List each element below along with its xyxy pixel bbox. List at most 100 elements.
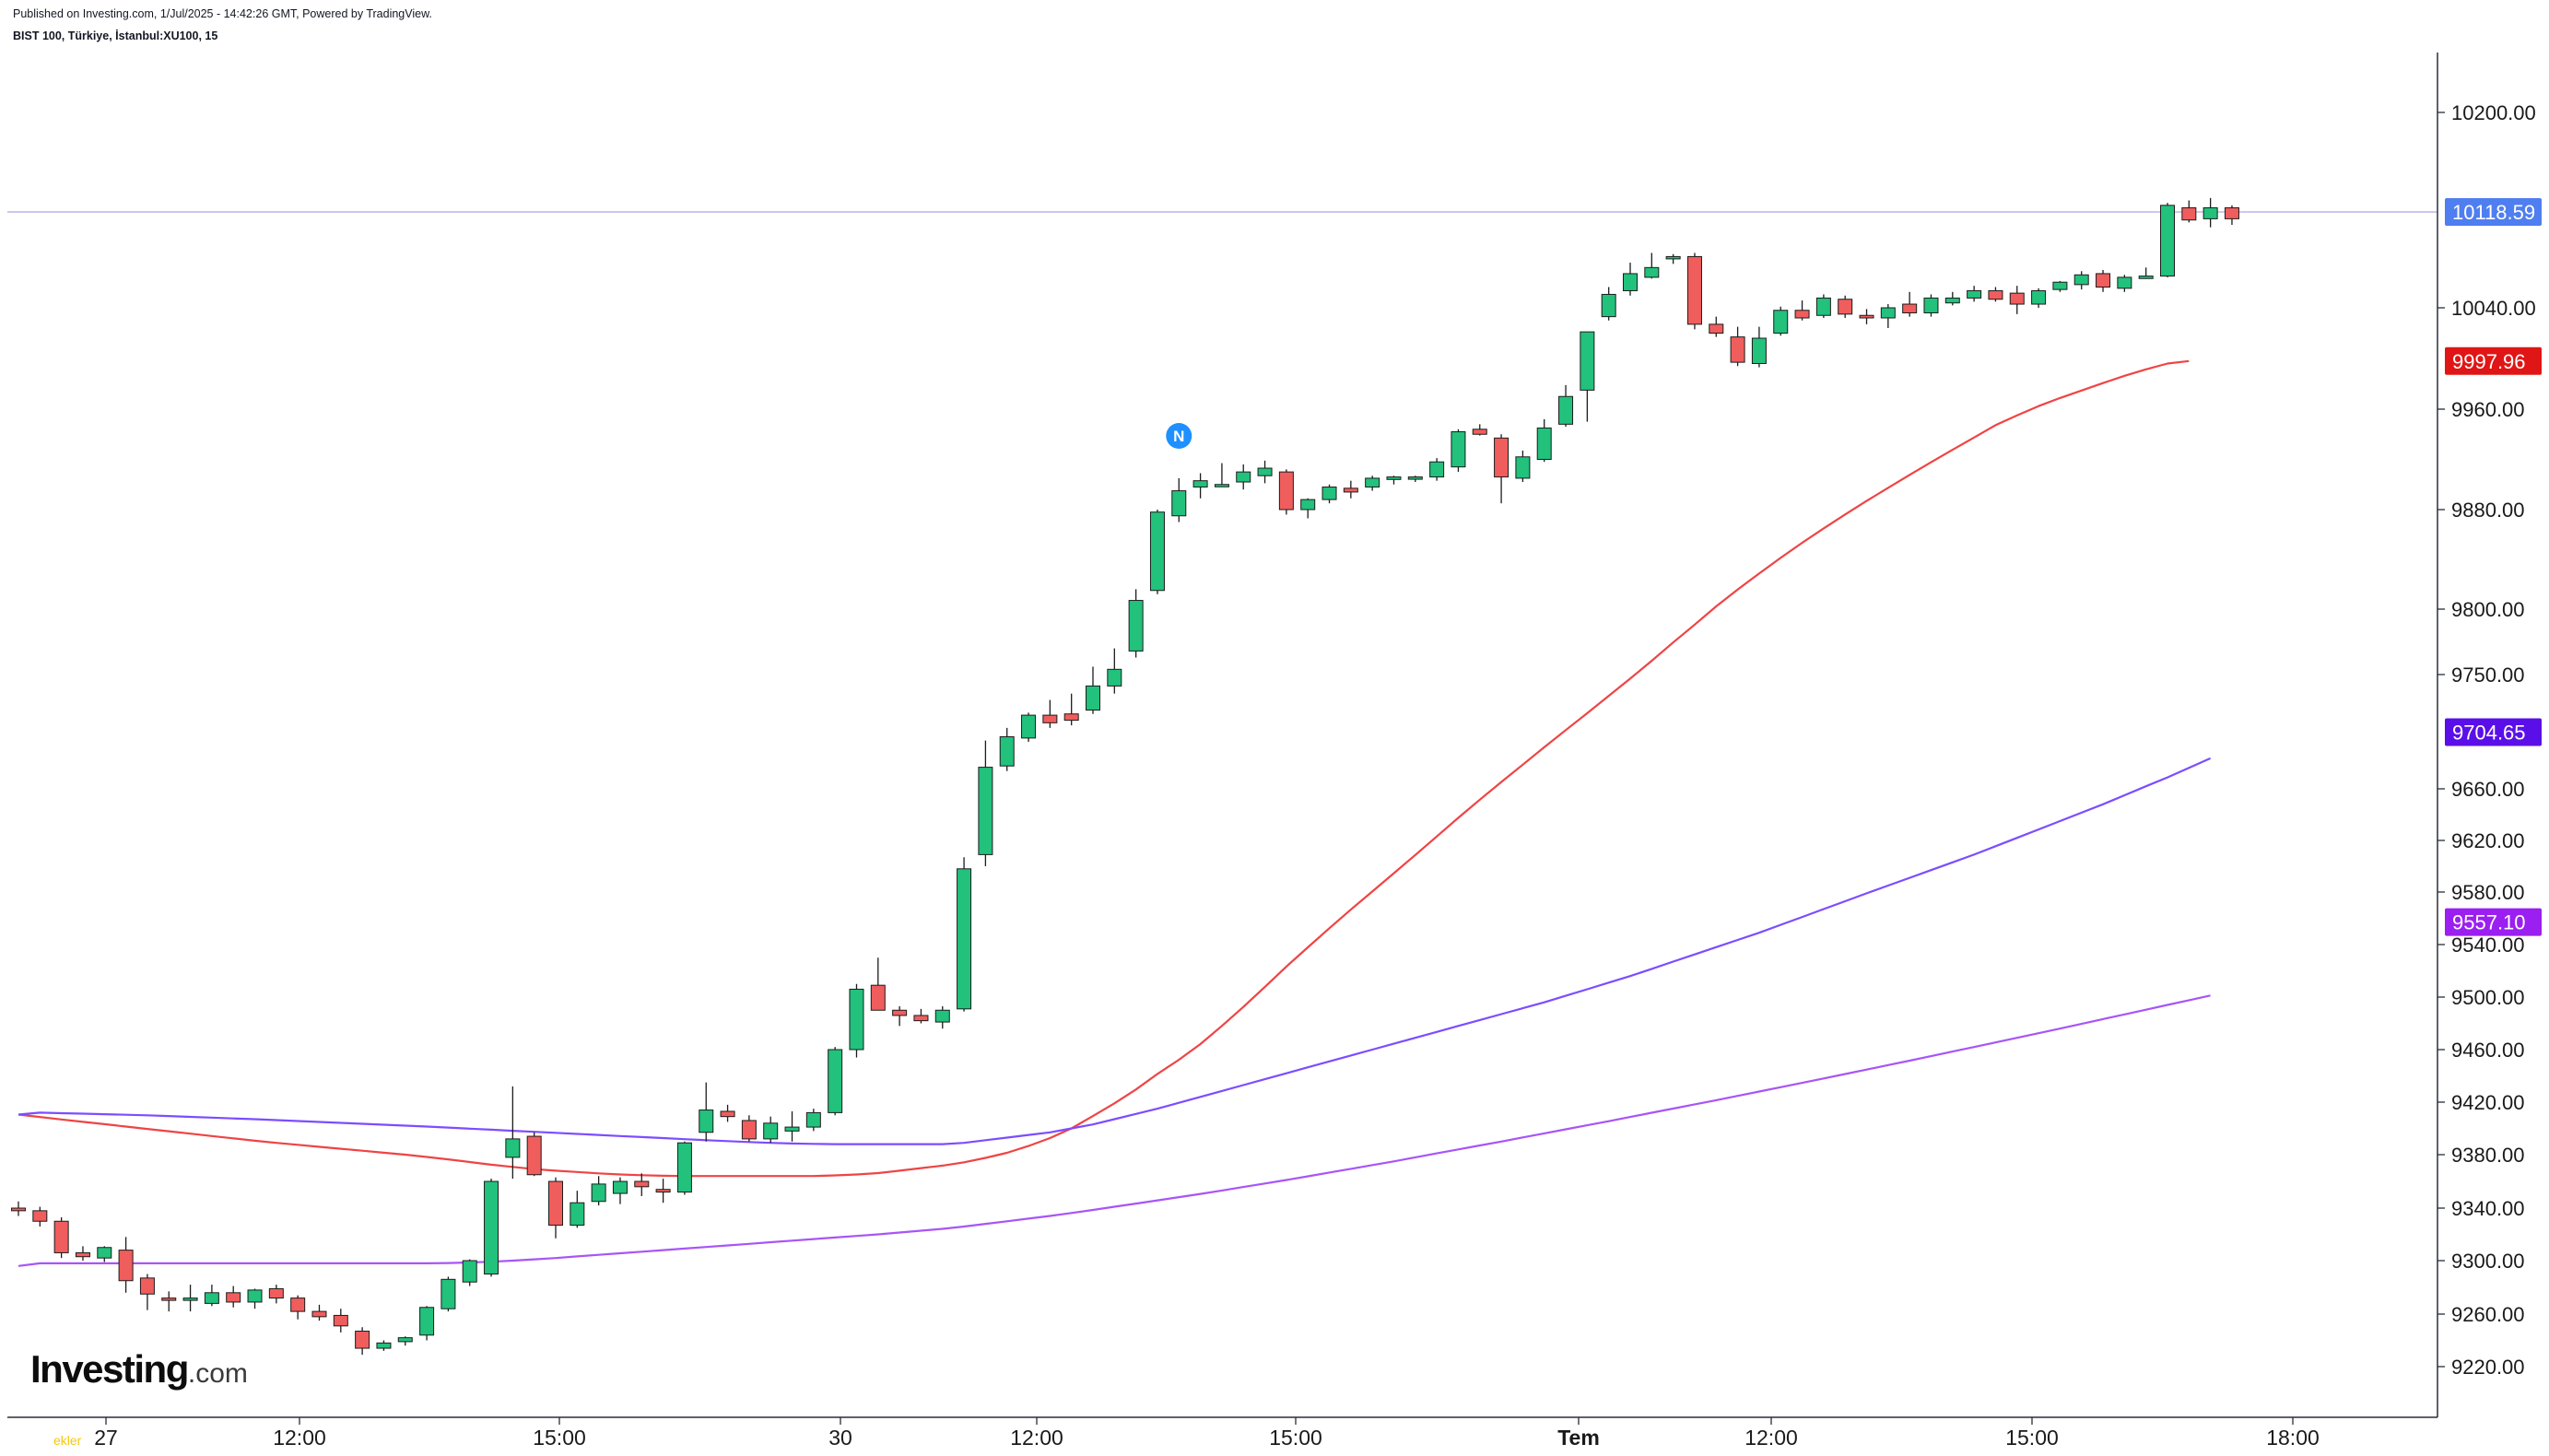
candle xyxy=(268,1285,284,1304)
candle-body-down xyxy=(1902,303,1918,313)
candle xyxy=(612,1177,628,1204)
candle-body-up xyxy=(1365,477,1380,487)
candle-body-up xyxy=(1407,476,1423,480)
ma-line-ma_blue xyxy=(18,757,2212,1145)
candle xyxy=(2181,200,2197,223)
candle-body-down xyxy=(333,1314,348,1327)
candle xyxy=(634,1173,650,1196)
candle xyxy=(1257,460,1273,484)
candle-body-up xyxy=(505,1138,521,1158)
candle xyxy=(311,1304,327,1321)
candle xyxy=(676,1141,692,1195)
candle xyxy=(1967,286,1982,302)
price-label-text: 9704.65 xyxy=(2452,721,2526,744)
event-marker[interactable] xyxy=(1166,423,1192,449)
candle-body-down xyxy=(1472,429,1487,435)
ma-line-ma_purple xyxy=(18,994,2211,1267)
candle xyxy=(849,983,864,1058)
price-label-box xyxy=(2445,908,2542,936)
candle xyxy=(355,1327,370,1356)
y-tick-label: 9540.00 xyxy=(2451,933,2525,957)
candle xyxy=(484,1179,499,1277)
candle-body-up xyxy=(999,736,1015,767)
candle-body-down xyxy=(1794,310,1810,319)
y-tick-label: 9500.00 xyxy=(2451,986,2525,1009)
candle xyxy=(1815,294,1831,318)
candle xyxy=(1407,476,1423,483)
candle xyxy=(333,1309,348,1333)
candle xyxy=(1730,326,1745,367)
price-label-text: 10118.59 xyxy=(2452,201,2535,224)
y-tick-label: 9660.00 xyxy=(2451,778,2525,801)
candle xyxy=(1365,476,1380,491)
candle-body-down xyxy=(741,1120,757,1140)
y-tick-label: 9620.00 xyxy=(2451,829,2525,852)
candle xyxy=(934,1005,950,1029)
symbol-title: BIST 100, Türkiye, İstanbul:XU100, 15 xyxy=(13,29,218,42)
price-label-box xyxy=(2445,718,2542,746)
candle-body-down xyxy=(311,1310,327,1318)
candle-body-down xyxy=(226,1292,241,1303)
candle-body-up xyxy=(1128,600,1144,652)
price-label-text: 9997.96 xyxy=(2452,350,2526,373)
price-axis[interactable]: 10200.00 10040.00 9960.00 9880.00 9800.00 975… xyxy=(2437,101,2536,1379)
candle xyxy=(548,1177,563,1239)
x-tick-label: 12:00 xyxy=(273,1426,326,1450)
candle xyxy=(1042,699,1058,728)
publish-info: Published on Investing.com, 1/Jul/2025 -… xyxy=(13,7,432,20)
price-label-ma_blue: 9704.65 xyxy=(2445,718,2542,746)
x-tick-label: 15:00 xyxy=(2005,1426,2059,1450)
candle xyxy=(1794,300,1810,321)
candle xyxy=(2138,267,2154,279)
candle xyxy=(1686,252,1702,330)
candle-body-down xyxy=(870,984,886,1011)
candle-body-down xyxy=(1063,713,1079,722)
candle xyxy=(1192,473,1208,499)
candle xyxy=(226,1286,241,1308)
candles xyxy=(11,197,2239,1356)
candle xyxy=(11,1201,26,1216)
candle-body-up xyxy=(570,1202,585,1227)
candle xyxy=(1063,693,1079,726)
candle xyxy=(1773,306,1789,336)
candle-body-up xyxy=(1086,685,1100,711)
candle-body-up xyxy=(1021,714,1037,739)
candle xyxy=(805,1109,821,1132)
candle-body-up xyxy=(1601,293,1616,318)
time-axis[interactable]: 27 12:00 15:00 30 12:00 15:00 Tem 12:00 15:00 18:… xyxy=(94,1417,2320,1450)
candle-body-up xyxy=(849,988,864,1051)
candle xyxy=(1944,291,1960,306)
candle xyxy=(1623,263,1638,296)
candle xyxy=(570,1191,585,1228)
candle xyxy=(75,1246,90,1261)
candle-body-up xyxy=(484,1180,499,1274)
y-tick-label: 9750.00 xyxy=(2451,663,2525,687)
candle-body-down xyxy=(2009,292,2025,305)
event-marker-group[interactable]: N xyxy=(1166,423,1192,449)
candle-body-up xyxy=(1451,431,1466,468)
candle-body-down xyxy=(2224,206,2239,219)
candle-body-up xyxy=(805,1111,821,1128)
candle-body-up xyxy=(1880,307,1896,319)
candle-body-up xyxy=(934,1009,950,1023)
candle-body-down xyxy=(2181,206,2197,221)
candle-body-up xyxy=(957,868,972,1010)
candle-body-down xyxy=(1042,714,1058,723)
candle-body-up xyxy=(376,1342,392,1349)
candle-body-down xyxy=(548,1180,563,1227)
candle-body-up xyxy=(1967,289,1982,299)
candle-body-down xyxy=(1278,471,1294,511)
candle xyxy=(741,1115,757,1142)
candle xyxy=(591,1176,606,1206)
x-tick-label: 12:00 xyxy=(1744,1426,1798,1450)
candle xyxy=(2052,280,2068,292)
candle xyxy=(999,727,1015,771)
candle xyxy=(397,1336,413,1346)
candle-body-down xyxy=(1859,314,1874,319)
candle xyxy=(32,1206,48,1227)
candle xyxy=(699,1082,714,1142)
candle xyxy=(1988,287,2003,302)
candle xyxy=(1451,429,1466,473)
candle xyxy=(1128,589,1144,658)
